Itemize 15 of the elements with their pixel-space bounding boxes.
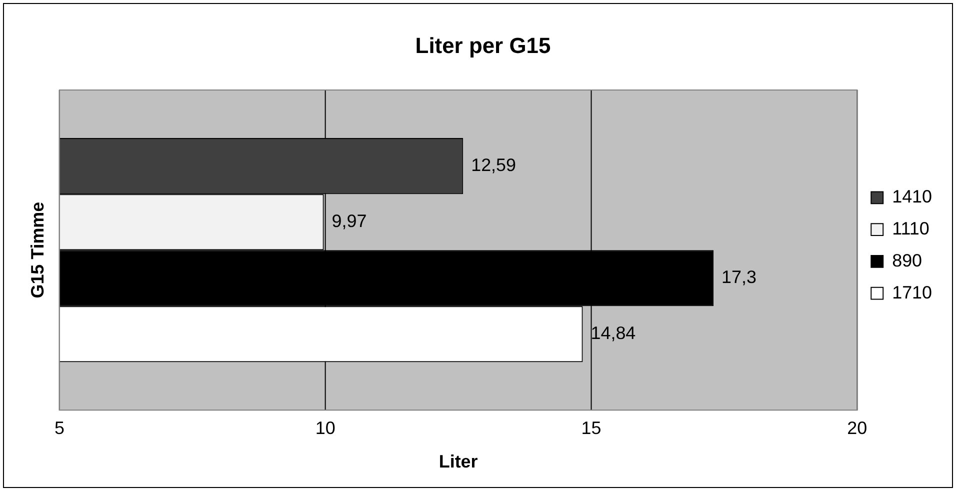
legend-label: 1410: [892, 186, 932, 207]
data-label: 9,97: [332, 211, 367, 232]
y-axis-title: G15 Timme: [28, 202, 48, 298]
x-tick-label: 5: [54, 418, 64, 438]
legend-label: 1110: [892, 218, 930, 239]
legend-label: 890: [892, 250, 922, 270]
data-label: 17,3: [722, 267, 757, 288]
x-tick-label: 15: [581, 418, 602, 438]
x-axis-title: Liter: [438, 451, 478, 472]
legend-label: 1710: [892, 282, 932, 302]
x-tick-label: 20: [847, 418, 868, 438]
data-label: 12,59: [471, 155, 516, 176]
x-tick-label: 10: [315, 418, 336, 438]
data-label: 14,84: [590, 323, 636, 344]
chart-title: Liter per G15: [415, 33, 551, 58]
